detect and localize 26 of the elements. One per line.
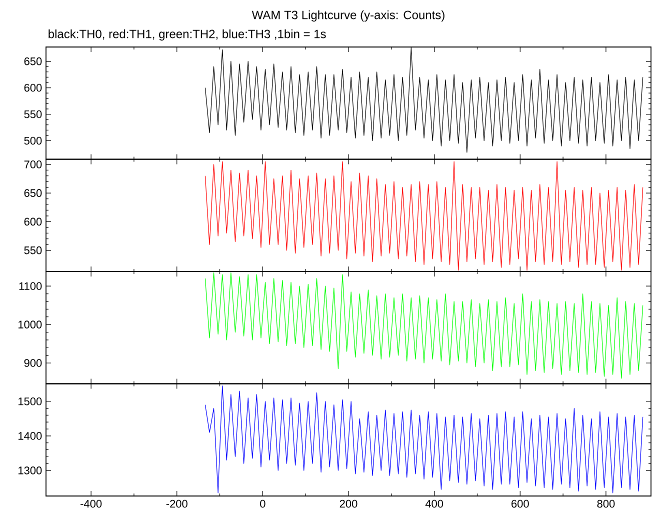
- y-tick-label: 600: [24, 84, 42, 92]
- line-series: [204, 272, 644, 379]
- y-tick-label: 1000: [18, 320, 42, 328]
- y-tick-label: 700: [24, 160, 42, 168]
- chart-title: WAM T3 Lightcurve (y-axis: Counts): [252, 10, 444, 22]
- x-tick-label: -200: [166, 500, 188, 508]
- x-tick-label: 0: [260, 500, 266, 508]
- line-series: [204, 386, 644, 494]
- y-tick-label: 550: [24, 110, 42, 118]
- x-tick-label: 800: [597, 500, 615, 508]
- y-tick-label: 1400: [18, 432, 42, 440]
- y-tick-label: 550: [24, 246, 42, 254]
- y-tick-label: 1300: [18, 466, 42, 474]
- y-tick-label: 1100: [19, 282, 42, 290]
- y-tick-label: 900: [24, 359, 42, 367]
- y-tick-label: 500: [24, 136, 42, 145]
- chart-subtitle: black:TH0, red:TH1, green:TH2, blue:TH3 ,1bin = 1s: [48, 29, 326, 41]
- y-tick-label: 650: [24, 57, 42, 66]
- x-tick-label: 400: [425, 500, 444, 508]
- x-tick-label: 200: [340, 500, 358, 508]
- line-series: [204, 161, 644, 271]
- y-tick-label: 600: [24, 218, 42, 226]
- y-tick-label: 1500: [18, 397, 42, 406]
- x-tick-label: -400: [80, 500, 102, 508]
- x-tick-label: 600: [512, 500, 529, 508]
- y-tick-label: 650: [24, 189, 42, 197]
